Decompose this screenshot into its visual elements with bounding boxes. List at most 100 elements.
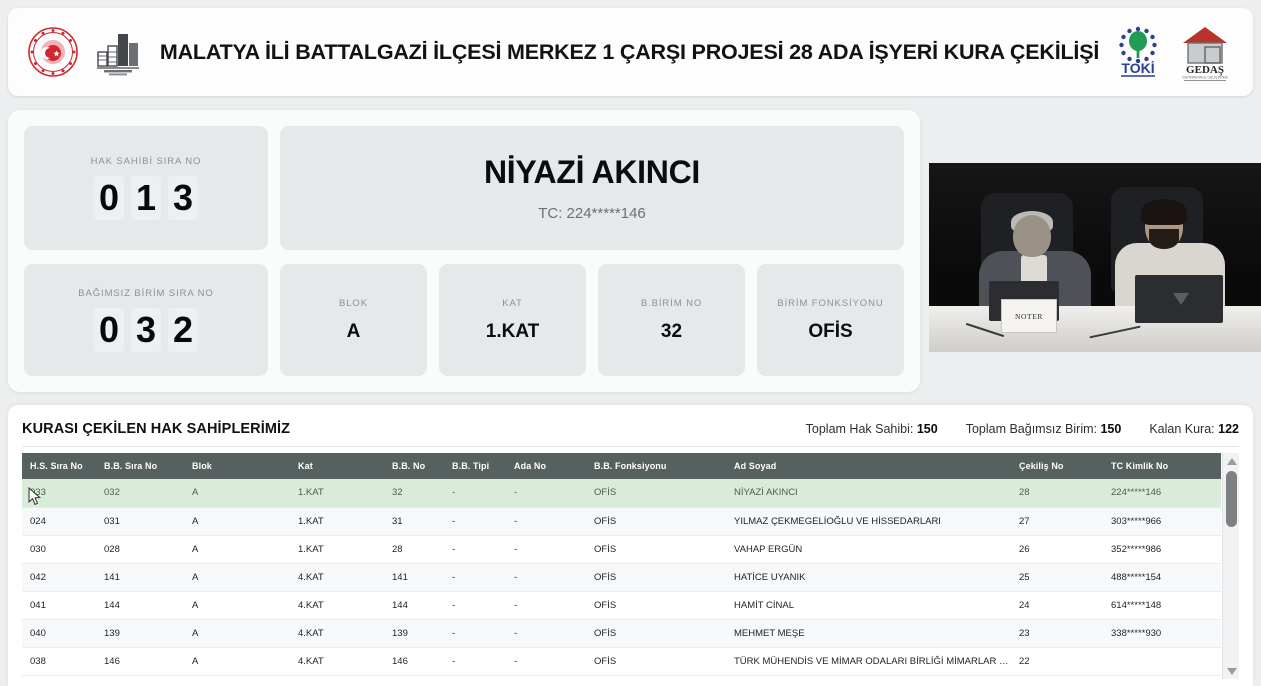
cell-tc-kimlik-no: 224*****146 [1103,479,1221,508]
column-header-ada-no[interactable]: Ada No [506,453,586,479]
birim-fonksiyonu-label: BİRİM FONKSİYONU [777,297,884,309]
cell-bb-fonksiyonu: OFİS [586,619,726,648]
person-left-head [1013,215,1051,257]
live-stream-panel[interactable]: NOTER [929,163,1261,352]
stat-label: Kalan Kura: [1149,422,1215,436]
bagimsiz-birim-sira-no-card: BAĞIMSIZ BİRİM SIRA NO 0 3 2 [24,264,268,376]
cell-hs-sira-no: 030 [22,535,96,564]
cell-cekilis-no: 24 [1011,591,1103,620]
kat-label: KAT [502,297,523,309]
table-scrollbar[interactable] [1222,453,1239,679]
column-header-bb-fonksiyonu[interactable]: B.B. Fonksiyonu [586,453,726,479]
cell-ad-soyad: YILMAZ ÇEKMEGELİOĞLU VE HİSSEDARLARI [726,507,1011,536]
table-row[interactable]: 041 144 A 4.KAT 144 - - OFİS HAMİT CİNAL… [22,591,1221,620]
bagimsiz-birim-sira-no-label: BAĞIMSIZ BİRİM SIRA NO [78,288,214,299]
cell-bb-no: 28 [384,535,444,564]
cell-ada-no: - [506,535,586,564]
cell-ada-no: - [506,563,586,592]
page-header: MALATYA İLİ BATTALGAZİ İLÇESİ MERKEZ 1 Ç… [8,8,1253,96]
kat-value: 1.KAT [485,320,540,342]
cell-bb-sira-no: 139 [96,619,184,648]
mouse-cursor-icon [28,487,41,506]
results-table-panel: KURASI ÇEKİLEN HAK SAHİPLERİMİZ Toplam H… [8,405,1253,686]
column-header-blok[interactable]: Blok [184,453,290,479]
table-row[interactable]: 038 146 A 4.KAT 146 - - OFİS TÜRK MÜHEND… [22,647,1221,676]
noter-sign: NOTER [1001,299,1057,333]
column-header-hs-sira-no[interactable]: H.S. Sıra No [22,453,96,479]
scrollbar-thumb[interactable] [1226,471,1237,527]
column-header-ad-soyad[interactable]: Ad Soyad [726,453,1011,479]
cell-bb-sira-no: 028 [96,535,184,564]
svg-text:GAYRİMENKUL GELİŞTİRME: GAYRİMENKUL GELİŞTİRME [1182,75,1229,80]
cell-ad-soyad: HAMİT CİNAL [726,591,1011,620]
cell-kat: 1.KAT [290,479,384,508]
cell-tc-kimlik-no: 488*****154 [1103,563,1221,592]
digit: 3 [168,176,198,220]
gedas-logo-icon: GEDAŞ GAYRİMENKUL GELİŞTİRME [1175,21,1235,83]
stat-toplam-bagimsiz-birim: Toplam Bağımsız Birim: 150 [966,422,1122,436]
table-row[interactable]: 040 139 A 4.KAT 139 - - OFİS MEHMET MEŞE… [22,619,1221,648]
cell-ad-soyad: HATİCE UYANIK [726,563,1011,592]
cell-kat: 4.KAT [290,647,384,676]
column-header-kat[interactable]: Kat [290,453,384,479]
cell-bb-tipi: - [444,619,506,648]
cell-hs-sira-no: 024 [22,507,96,536]
results-table-header: KURASI ÇEKİLEN HAK SAHİPLERİMİZ Toplam H… [22,421,1239,437]
cell-tc-kimlik-no: 338*****930 [1103,619,1221,648]
digit: 0 [94,176,124,220]
table-row[interactable]: 042 141 A 4.KAT 141 - - OFİS HATİCE UYAN… [22,563,1221,592]
cell-kat: 4.KAT [290,563,384,592]
table-row[interactable]: 024 031 A 1.KAT 31 - - OFİS YILMAZ ÇEKME… [22,507,1221,536]
digit: 1 [131,176,161,220]
winner-tc: TC: 224*****146 [538,205,646,222]
birim-fonksiyonu-card: BİRİM FONKSİYONU OFİS [757,264,904,376]
column-header-cekilis-no[interactable]: Çekiliş No [1011,453,1103,479]
draw-result-panel: HAK SAHİBİ SIRA NO 0 1 3 NİYAZİ AKINCI T… [8,110,920,392]
cell-tc-kimlik-no [1103,647,1221,676]
cell-cekilis-no: 28 [1011,479,1103,508]
table-header-row: H.S. Sıra No B.B. Sıra No Blok Kat B.B. … [22,453,1221,479]
cell-ad-soyad: VAHAP ERGÜN [726,535,1011,564]
winner-name: NİYAZİ AKINCI [484,154,700,190]
cell-bb-sira-no: 144 [96,591,184,620]
table-row[interactable]: 033 032 A 1.KAT 32 - - OFİS NİYAZİ AKINC… [22,479,1221,508]
digit: 0 [94,308,124,352]
scroll-down-arrow-icon[interactable] [1223,663,1240,679]
table-body: 033 032 A 1.KAT 32 - - OFİS NİYAZİ AKINC… [22,479,1221,676]
cell-kat: 4.KAT [290,619,384,648]
bagimsiz-birim-sira-no-digits: 0 3 2 [94,308,198,352]
cell-tc-kimlik-no: 303*****966 [1103,507,1221,536]
cell-kat: 4.KAT [290,591,384,620]
cell-bb-sira-no: 141 [96,563,184,592]
scroll-up-arrow-icon[interactable] [1223,453,1240,469]
bbirim-no-label: B.BİRİM NO [640,297,703,309]
cell-ada-no: - [506,591,586,620]
column-header-bb-tipi[interactable]: B.B. Tipi [444,453,506,479]
cell-bb-tipi: - [444,591,506,620]
cell-bb-fonksiyonu: OFİS [586,591,726,620]
table-row[interactable]: 030 028 A 1.KAT 28 - - OFİS VAHAP ERGÜN … [22,535,1221,564]
ministry-emblem-icon [26,25,80,79]
cell-blok: A [184,647,290,676]
hak-sahibi-sira-no-digits: 0 1 3 [94,176,198,220]
cell-bb-fonksiyonu: OFİS [586,563,726,592]
cell-ad-soyad: MEHMET MEŞE [726,619,1011,648]
cell-bb-fonksiyonu: OFİS [586,647,726,676]
svg-text:TOKİ: TOKİ [1121,60,1154,76]
laptop-right [1135,275,1223,323]
column-header-tc-kimlik-no[interactable]: TC Kimlik No [1103,453,1221,479]
table-head: H.S. Sıra No B.B. Sıra No Blok Kat B.B. … [22,453,1221,479]
cell-bb-no: 31 [384,507,444,536]
digit: 3 [131,308,161,352]
cell-ad-soyad: NİYAZİ AKINCI [726,479,1011,508]
stat-value: 150 [1100,422,1122,436]
column-header-bb-sira-no[interactable]: B.B. Sıra No [96,453,184,479]
blok-value: A [346,320,361,342]
cell-bb-tipi: - [444,507,506,536]
cell-bb-sira-no: 032 [96,479,184,508]
stat-label: Toplam Bağımsız Birim: [965,422,1097,436]
blok-label: BLOK [339,297,368,309]
cell-bb-no: 146 [384,647,444,676]
column-header-bb-no[interactable]: B.B. No [384,453,444,479]
